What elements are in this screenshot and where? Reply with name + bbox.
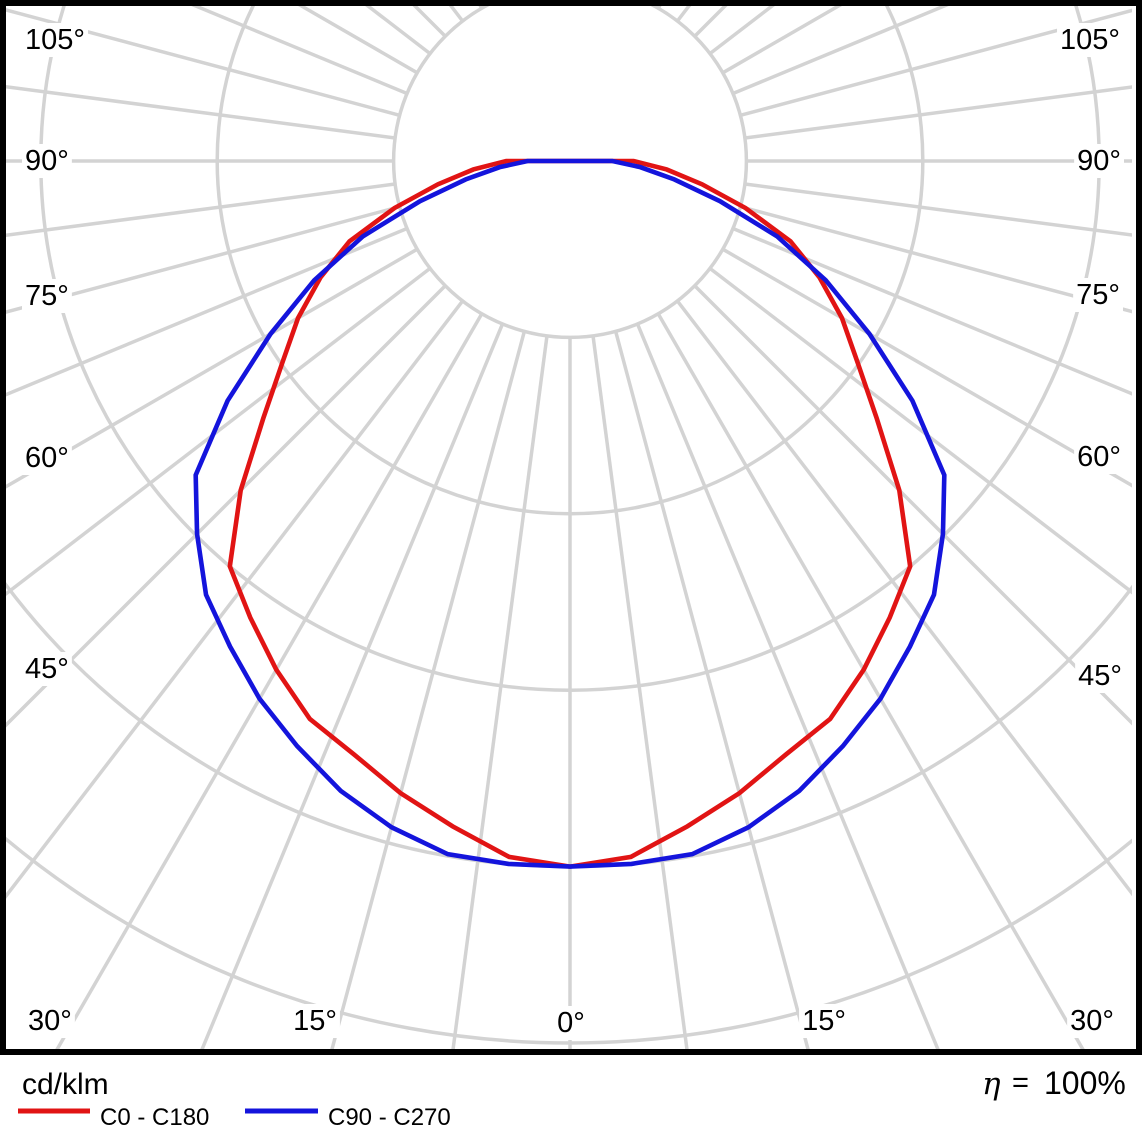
grid-ray — [721, 247, 1132, 488]
grid-ray — [739, 8, 1132, 118]
angle-label-bg — [1074, 440, 1124, 474]
angle-label-bg — [1074, 144, 1124, 178]
curve-c90-c270 — [193, 158, 947, 869]
angle-label: 75° — [1076, 279, 1120, 311]
grid-ray — [451, 335, 549, 1049]
angle-label-bg — [799, 1004, 849, 1038]
grid-ray — [739, 204, 1132, 314]
grid-ray — [591, 335, 689, 1049]
grid-ray — [6, 204, 401, 314]
angle-label-bg — [22, 652, 72, 686]
grid-ray — [6, 247, 419, 489]
grid-ray — [6, 182, 396, 238]
grid-ray — [656, 312, 1085, 1049]
angle-label-bg — [22, 279, 72, 313]
angle-label-bg — [554, 1006, 588, 1040]
grid-ray — [675, 299, 1132, 897]
grid-ray — [744, 85, 1132, 140]
angle-label: 90° — [1077, 145, 1121, 177]
grid-ray — [708, 266, 1132, 595]
grid-ring — [391, 6, 749, 340]
plot-border — [0, 0, 1142, 1055]
angle-label: 90° — [25, 145, 69, 177]
grid-ray — [744, 182, 1132, 237]
angle-label: 105° — [1060, 24, 1120, 56]
grid-ray — [635, 323, 940, 1049]
efficiency-symbol: η — [982, 1066, 1001, 1102]
angle-label: 75° — [25, 280, 69, 312]
angle-label-bg — [1073, 278, 1123, 312]
efficiency-value: 100% — [1044, 1065, 1126, 1101]
unit-label: cd/klm — [22, 1068, 109, 1101]
grid-ray — [6, 299, 465, 899]
angle-label-bg — [1067, 1004, 1117, 1038]
grid-ray — [693, 284, 1132, 726]
angle-label-bg — [22, 23, 88, 57]
efficiency-equals: = — [1012, 1067, 1029, 1099]
angle-label: 60° — [1077, 441, 1121, 473]
grid-ray — [732, 6, 949, 96]
angle-label: 30° — [28, 1005, 72, 1037]
angle-label: 30° — [1070, 1005, 1114, 1037]
legend-label-c90-c270: C90 - C270 — [328, 1104, 451, 1131]
angle-label: 15° — [802, 1005, 846, 1037]
angle-label: 105° — [25, 24, 85, 56]
angle-label-bg — [1057, 23, 1123, 57]
angle-label-bg — [1075, 659, 1125, 693]
angle-label: 15° — [293, 1005, 337, 1037]
grid-ray — [6, 84, 396, 140]
angle-label-bg — [22, 441, 72, 475]
grid-ray — [6, 266, 432, 596]
angle-label: 60° — [25, 442, 69, 474]
angle-label: 0° — [557, 1007, 585, 1039]
legend-label-c0-c180: C0 - C180 — [100, 1104, 209, 1131]
curve-c0-c180 — [227, 158, 913, 869]
grid-ray — [191, 6, 408, 96]
grid-ray — [330, 330, 527, 1049]
grid-ray — [200, 323, 505, 1049]
angle-label-bg — [290, 1004, 340, 1038]
grid-ray — [613, 330, 810, 1049]
grid-ray — [6, 226, 408, 397]
grid-ray — [55, 312, 484, 1049]
grid-ray — [6, 8, 401, 118]
angle-label: 45° — [25, 653, 69, 685]
intensity-curves — [193, 158, 947, 869]
angle-label: 45° — [1078, 660, 1122, 692]
footer: cd/klm C0 - C180 C90 - C270 η = 100% — [18, 1065, 1126, 1131]
grid-ray — [732, 226, 1132, 396]
angle-labels: 105° 90° 75° 60° 45° 30° 15° 0° 15° 30° 45° 60° 75° 9… — [22, 23, 1125, 1040]
angle-label-bg — [22, 144, 72, 178]
angle-label-bg — [25, 1004, 75, 1038]
